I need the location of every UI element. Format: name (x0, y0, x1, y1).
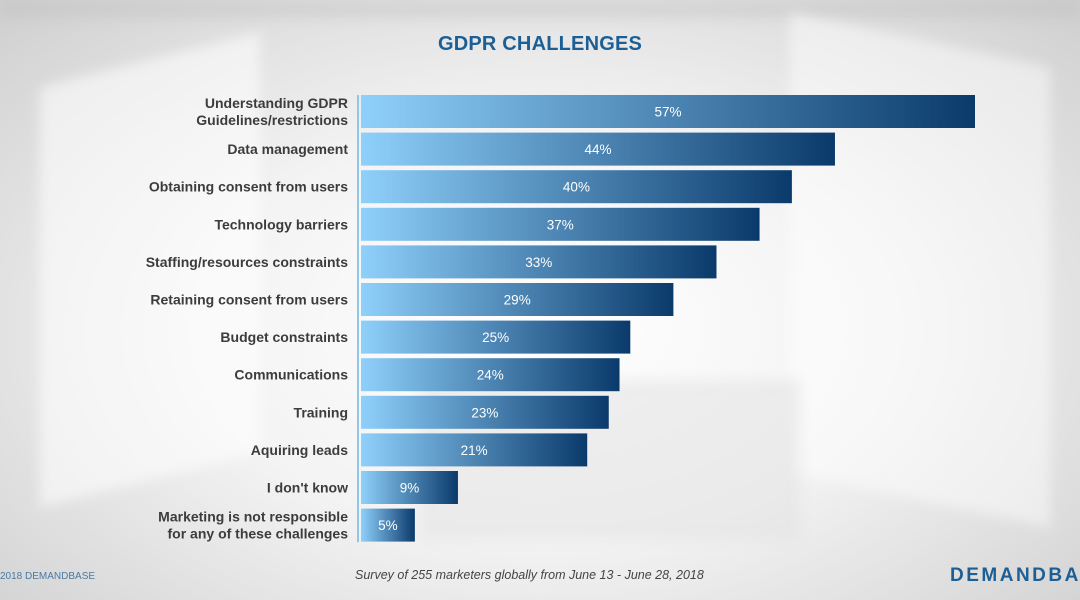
bar (361, 433, 588, 467)
bar (361, 471, 458, 504)
chart-title: GDPR CHALLENGES (437, 33, 643, 55)
category-label: Retaining consent from users (150, 292, 348, 308)
bar (361, 132, 835, 166)
bar-value-label: 24% (477, 368, 504, 383)
bar (361, 170, 792, 204)
bar (361, 207, 760, 241)
bar-value-label: 33% (525, 255, 552, 270)
category-label: Obtaining consent from users (149, 179, 348, 195)
bar (361, 283, 674, 316)
category-label: Budget constraints (220, 329, 348, 345)
bar (361, 320, 631, 354)
survey-note: Survey of 255 marketers globally from Ju… (355, 568, 704, 582)
bar-value-label: 37% (547, 217, 574, 232)
bar-value-label: 21% (461, 443, 488, 458)
bar-value-label: 25% (482, 330, 509, 345)
bar-value-label: 57% (654, 105, 681, 120)
category-label: Data management (227, 141, 348, 157)
category-label: Aquiring leads (251, 442, 348, 458)
bar (361, 395, 609, 429)
bar-value-label: 44% (584, 142, 611, 157)
category-label: Technology barriers (214, 216, 348, 232)
category-label: Marketing is not responsible for any of t… (158, 509, 348, 542)
bar (361, 245, 717, 279)
copyright-text: 2018 DEMANDBASE (0, 571, 96, 582)
bar-value-label: 29% (504, 293, 531, 308)
category-label: I don't know (267, 480, 348, 496)
bar (361, 95, 975, 128)
category-label: Staffing/resources constraints (146, 254, 348, 270)
bar-value-label: 5% (378, 518, 398, 533)
category-label: Understanding GDPR Guidelines/restriction… (196, 95, 348, 128)
category-label: Training (294, 404, 348, 420)
bar (361, 508, 415, 542)
bar-value-label: 40% (563, 180, 590, 195)
category-label: Communications (234, 367, 348, 383)
bar (361, 358, 620, 392)
bar-value-label: 23% (471, 405, 498, 420)
bar-value-label: 9% (400, 481, 420, 496)
brand-logo: DEMANDBASE (950, 565, 1080, 586)
